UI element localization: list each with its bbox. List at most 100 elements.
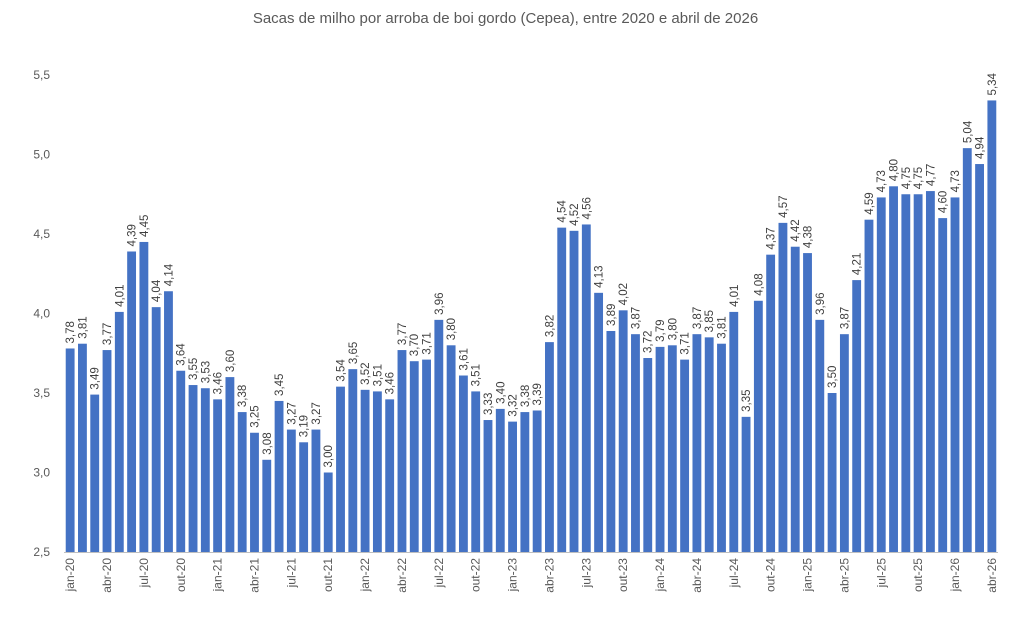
bar — [139, 241, 149, 552]
bar-value-label: 4,02 — [618, 283, 630, 305]
bar-value-label: 4,75 — [901, 167, 913, 189]
bar-value-label: 3,25 — [249, 405, 261, 427]
bar-value-label: 4,60 — [938, 191, 950, 213]
bar-value-label: 4,08 — [753, 273, 765, 295]
bar — [594, 292, 604, 552]
bar-value-label: 4,59 — [864, 192, 876, 214]
bar-value-label: 3,50 — [827, 366, 839, 388]
y-tick-label: 2,5 — [33, 545, 50, 559]
bar-value-label: 3,27 — [311, 402, 323, 424]
x-tick-label: jul-21 — [284, 558, 298, 589]
bar — [520, 412, 530, 552]
bar — [631, 334, 640, 552]
bar — [127, 251, 137, 553]
bar-value-label: 3,61 — [458, 348, 470, 370]
bar — [65, 348, 75, 552]
bar-value-label: 3,49 — [90, 367, 102, 389]
bar — [913, 194, 923, 552]
bar — [237, 412, 247, 552]
bar — [409, 361, 419, 552]
bar — [545, 342, 554, 552]
bar-value-label: 4,37 — [766, 227, 778, 249]
bar-value-label: 3,96 — [434, 292, 446, 314]
bar-value-label: 4,80 — [889, 159, 901, 181]
x-tick-label: jan-20 — [63, 558, 77, 593]
bar-value-label: 3,77 — [102, 323, 114, 345]
bar — [839, 334, 849, 552]
bar — [176, 370, 186, 552]
bar-value-label: 4,77 — [925, 164, 937, 186]
bar-value-label: 3,35 — [741, 389, 753, 411]
bar — [704, 337, 714, 552]
bar — [766, 254, 776, 553]
bar-value-label: 3,08 — [262, 432, 274, 454]
x-tick-label: out-24 — [764, 558, 778, 592]
x-tick-label: jan-22 — [358, 558, 372, 593]
bar-value-label: 4,94 — [975, 136, 987, 159]
bar — [532, 410, 542, 552]
bar — [557, 227, 567, 552]
bar-value-label: 3,19 — [299, 415, 311, 437]
bar-value-label: 4,57 — [778, 195, 790, 217]
bar — [717, 343, 726, 552]
x-tick-label: out-20 — [174, 558, 188, 592]
bar — [483, 420, 493, 552]
chart-title: Sacas de milho por arroba de boi gordo (… — [252, 10, 759, 27]
bar — [962, 148, 972, 552]
x-tick-label: abr-20 — [100, 558, 114, 593]
x-tick-label: jan-26 — [948, 558, 962, 593]
bar-value-label: 4,73 — [876, 170, 888, 192]
bar — [78, 343, 87, 552]
bar-value-label: 4,01 — [729, 285, 741, 307]
bar — [938, 218, 948, 552]
bar — [803, 253, 812, 552]
bar-value-label: 5,04 — [962, 120, 974, 143]
bar-value-label: 4,45 — [139, 215, 151, 237]
bar — [692, 334, 702, 552]
x-tick-label: abr-26 — [985, 558, 999, 593]
bar-value-label: 3,46 — [385, 372, 397, 394]
bar — [975, 164, 984, 553]
y-tick-label: 5,0 — [33, 148, 50, 162]
x-tick-label: out-22 — [469, 558, 483, 592]
bar — [446, 345, 456, 552]
bar — [422, 359, 431, 552]
x-tick-label: jul-20 — [137, 558, 151, 589]
x-tick-label: jul-22 — [432, 558, 446, 589]
bar-value-label: 3,85 — [704, 310, 716, 332]
bar — [667, 345, 677, 552]
x-tick-label: abr-21 — [247, 558, 261, 593]
bar-value-label: 3,79 — [655, 319, 667, 341]
bar — [90, 394, 100, 552]
bar — [114, 311, 124, 552]
x-tick-label: jan-24 — [653, 558, 667, 593]
bar-value-label: 3,81 — [77, 316, 89, 338]
bar-value-label: 3,33 — [483, 393, 495, 415]
bar-value-label: 3,82 — [544, 315, 556, 337]
bar-value-label: 4,38 — [803, 226, 815, 248]
bar-value-label: 3,45 — [274, 374, 286, 396]
bar-value-label: 3,39 — [532, 383, 544, 405]
bar — [581, 224, 591, 552]
bar-value-label: 3,53 — [200, 361, 212, 383]
bar-value-label: 5,34 — [987, 72, 999, 95]
y-tick-label: 3,5 — [33, 386, 50, 400]
x-tick-label: jan-25 — [801, 558, 815, 593]
bar-value-label: 3,87 — [630, 307, 642, 329]
x-tick-label: jul-24 — [727, 558, 741, 589]
bar — [458, 375, 468, 552]
bar — [741, 416, 751, 552]
bar-value-label: 4,13 — [594, 265, 606, 287]
y-axis: 2,5 3,0 3,5 4,0 4,5 5,0 5,5 — [33, 68, 50, 559]
bar-value-label: 3,77 — [397, 323, 409, 345]
bar — [827, 393, 837, 552]
bar-value-label: 3,87 — [839, 307, 851, 329]
y-tick-label: 4,5 — [33, 227, 50, 241]
bar-value-label: 3,71 — [680, 332, 692, 354]
bar — [655, 346, 665, 552]
x-tick-label: jan-21 — [211, 558, 225, 593]
bar-value-label: 4,01 — [114, 285, 126, 307]
bar — [225, 377, 235, 552]
bar-value-label: 3,87 — [692, 307, 704, 329]
